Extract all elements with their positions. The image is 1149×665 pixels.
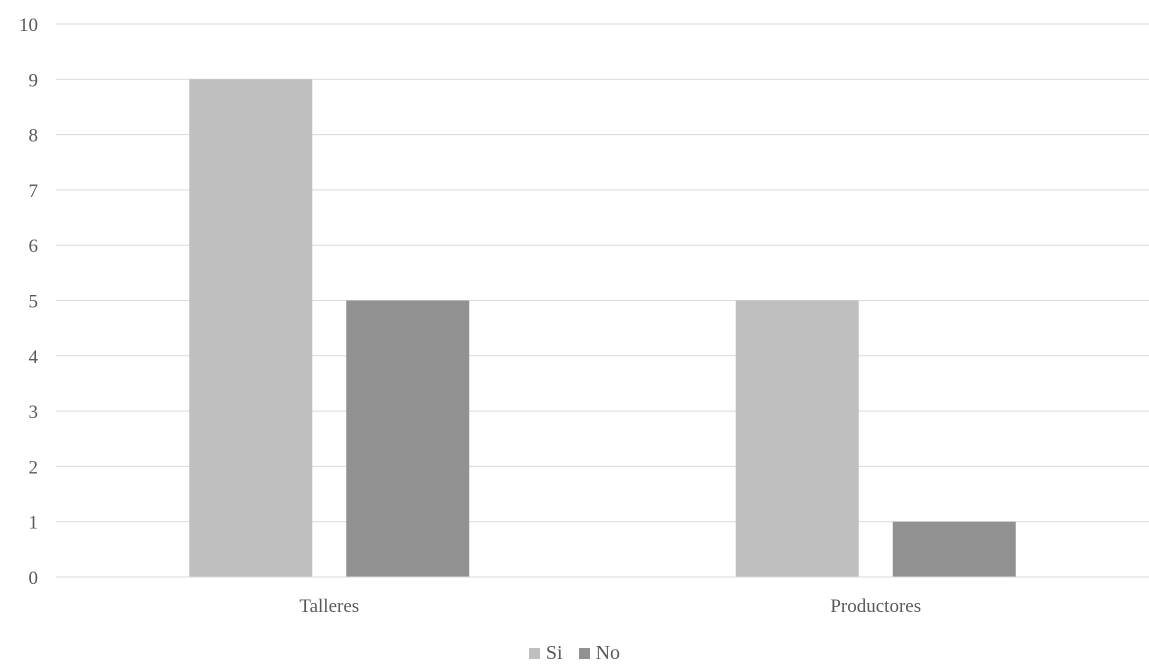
bar-si-talleres bbox=[189, 79, 313, 578]
y-tick-label-0: 0 bbox=[29, 568, 39, 589]
x-tick-label-productores: Productores bbox=[830, 596, 921, 617]
x-tick-label-talleres: Talleres bbox=[299, 596, 359, 617]
y-tick-label-4: 4 bbox=[29, 347, 39, 368]
legend-item-no: No bbox=[578, 642, 621, 665]
legend-swatch-no bbox=[578, 648, 590, 659]
y-tick-label-10: 10 bbox=[19, 15, 38, 36]
legend-item-si: Si bbox=[528, 642, 563, 665]
y-tick-label-6: 6 bbox=[29, 236, 39, 257]
bar-no-productores bbox=[892, 521, 1016, 577]
legend-label-si: Si bbox=[545, 642, 563, 664]
bar-no-talleres bbox=[346, 300, 470, 577]
bar-chart: 0 1 2 3 4 5 6 7 8 9 10 Talleres Productores bbox=[19, 15, 1149, 617]
y-tick-label-9: 9 bbox=[29, 70, 39, 91]
legend-label-no: No bbox=[595, 642, 621, 664]
y-tick-label-2: 2 bbox=[29, 457, 39, 478]
y-tick-label-5: 5 bbox=[29, 292, 39, 313]
y-tick-label-3: 3 bbox=[29, 402, 39, 423]
bar-si-productores bbox=[735, 300, 859, 577]
y-tick-label-7: 7 bbox=[29, 181, 39, 202]
legend: Si No bbox=[0, 642, 1149, 665]
legend-swatch-si bbox=[528, 648, 540, 659]
y-tick-label-1: 1 bbox=[29, 513, 39, 534]
y-tick-label-8: 8 bbox=[29, 126, 39, 147]
